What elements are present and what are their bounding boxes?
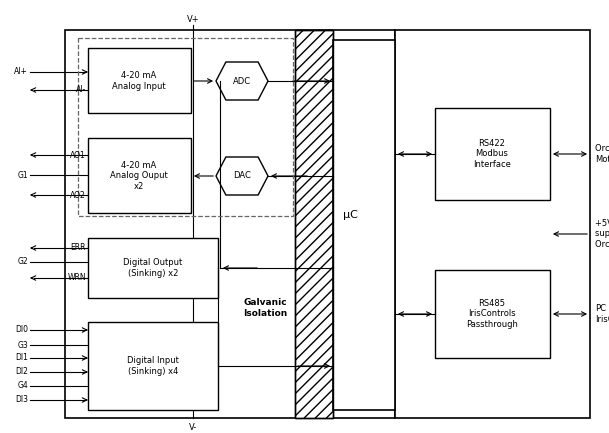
Text: DAC: DAC: [233, 171, 251, 181]
Text: µC: µC: [342, 210, 357, 220]
Text: G4: G4: [17, 381, 28, 391]
Text: AI-: AI-: [76, 85, 86, 94]
Text: G3: G3: [17, 340, 28, 349]
Text: G1: G1: [18, 171, 28, 180]
Text: AI+: AI+: [14, 68, 28, 77]
Polygon shape: [216, 157, 268, 195]
Text: G2: G2: [18, 258, 28, 266]
Text: DI1: DI1: [15, 353, 28, 362]
Text: ADC: ADC: [233, 77, 251, 85]
Text: RS422
Modbus
Interface: RS422 Modbus Interface: [473, 139, 511, 169]
Bar: [435, 270, 550, 358]
Text: WRN: WRN: [68, 274, 86, 282]
Text: AO2: AO2: [70, 191, 86, 200]
Bar: [295, 30, 333, 418]
Bar: [78, 38, 293, 216]
Text: 4-20 mA
Analog Input: 4-20 mA Analog Input: [112, 71, 166, 90]
Bar: [435, 108, 550, 200]
Text: PC
IrisControls: PC IrisControls: [595, 304, 609, 324]
Text: V+: V+: [187, 16, 199, 25]
Text: AO1: AO1: [70, 151, 86, 159]
Text: RS485
IrisControls
Passthrough: RS485 IrisControls Passthrough: [466, 299, 518, 329]
Polygon shape: [216, 62, 268, 100]
Text: DI2: DI2: [15, 368, 28, 377]
Text: DI3: DI3: [15, 395, 28, 404]
Bar: [333, 40, 395, 410]
Bar: [88, 322, 218, 410]
Text: +5V logic
supply from
Orca or PC: +5V logic supply from Orca or PC: [595, 219, 609, 249]
Text: DI0: DI0: [15, 326, 28, 335]
Bar: [88, 238, 218, 298]
Text: V-: V-: [189, 423, 197, 432]
Text: Orca Series
Motor: Orca Series Motor: [595, 144, 609, 164]
Text: Digital Output
(Sinking) x2: Digital Output (Sinking) x2: [124, 259, 183, 278]
Bar: [88, 138, 191, 213]
Text: Digital Input
(Sinking) x4: Digital Input (Sinking) x4: [127, 356, 179, 376]
Text: 4-20 mA
Analog Ouput
x2: 4-20 mA Analog Ouput x2: [110, 161, 168, 191]
Text: ERR: ERR: [71, 243, 86, 252]
Bar: [395, 30, 590, 418]
Bar: [65, 30, 395, 418]
Text: Galvanic
Isolation: Galvanic Isolation: [243, 298, 287, 318]
Bar: [295, 30, 333, 418]
Bar: [88, 48, 191, 113]
